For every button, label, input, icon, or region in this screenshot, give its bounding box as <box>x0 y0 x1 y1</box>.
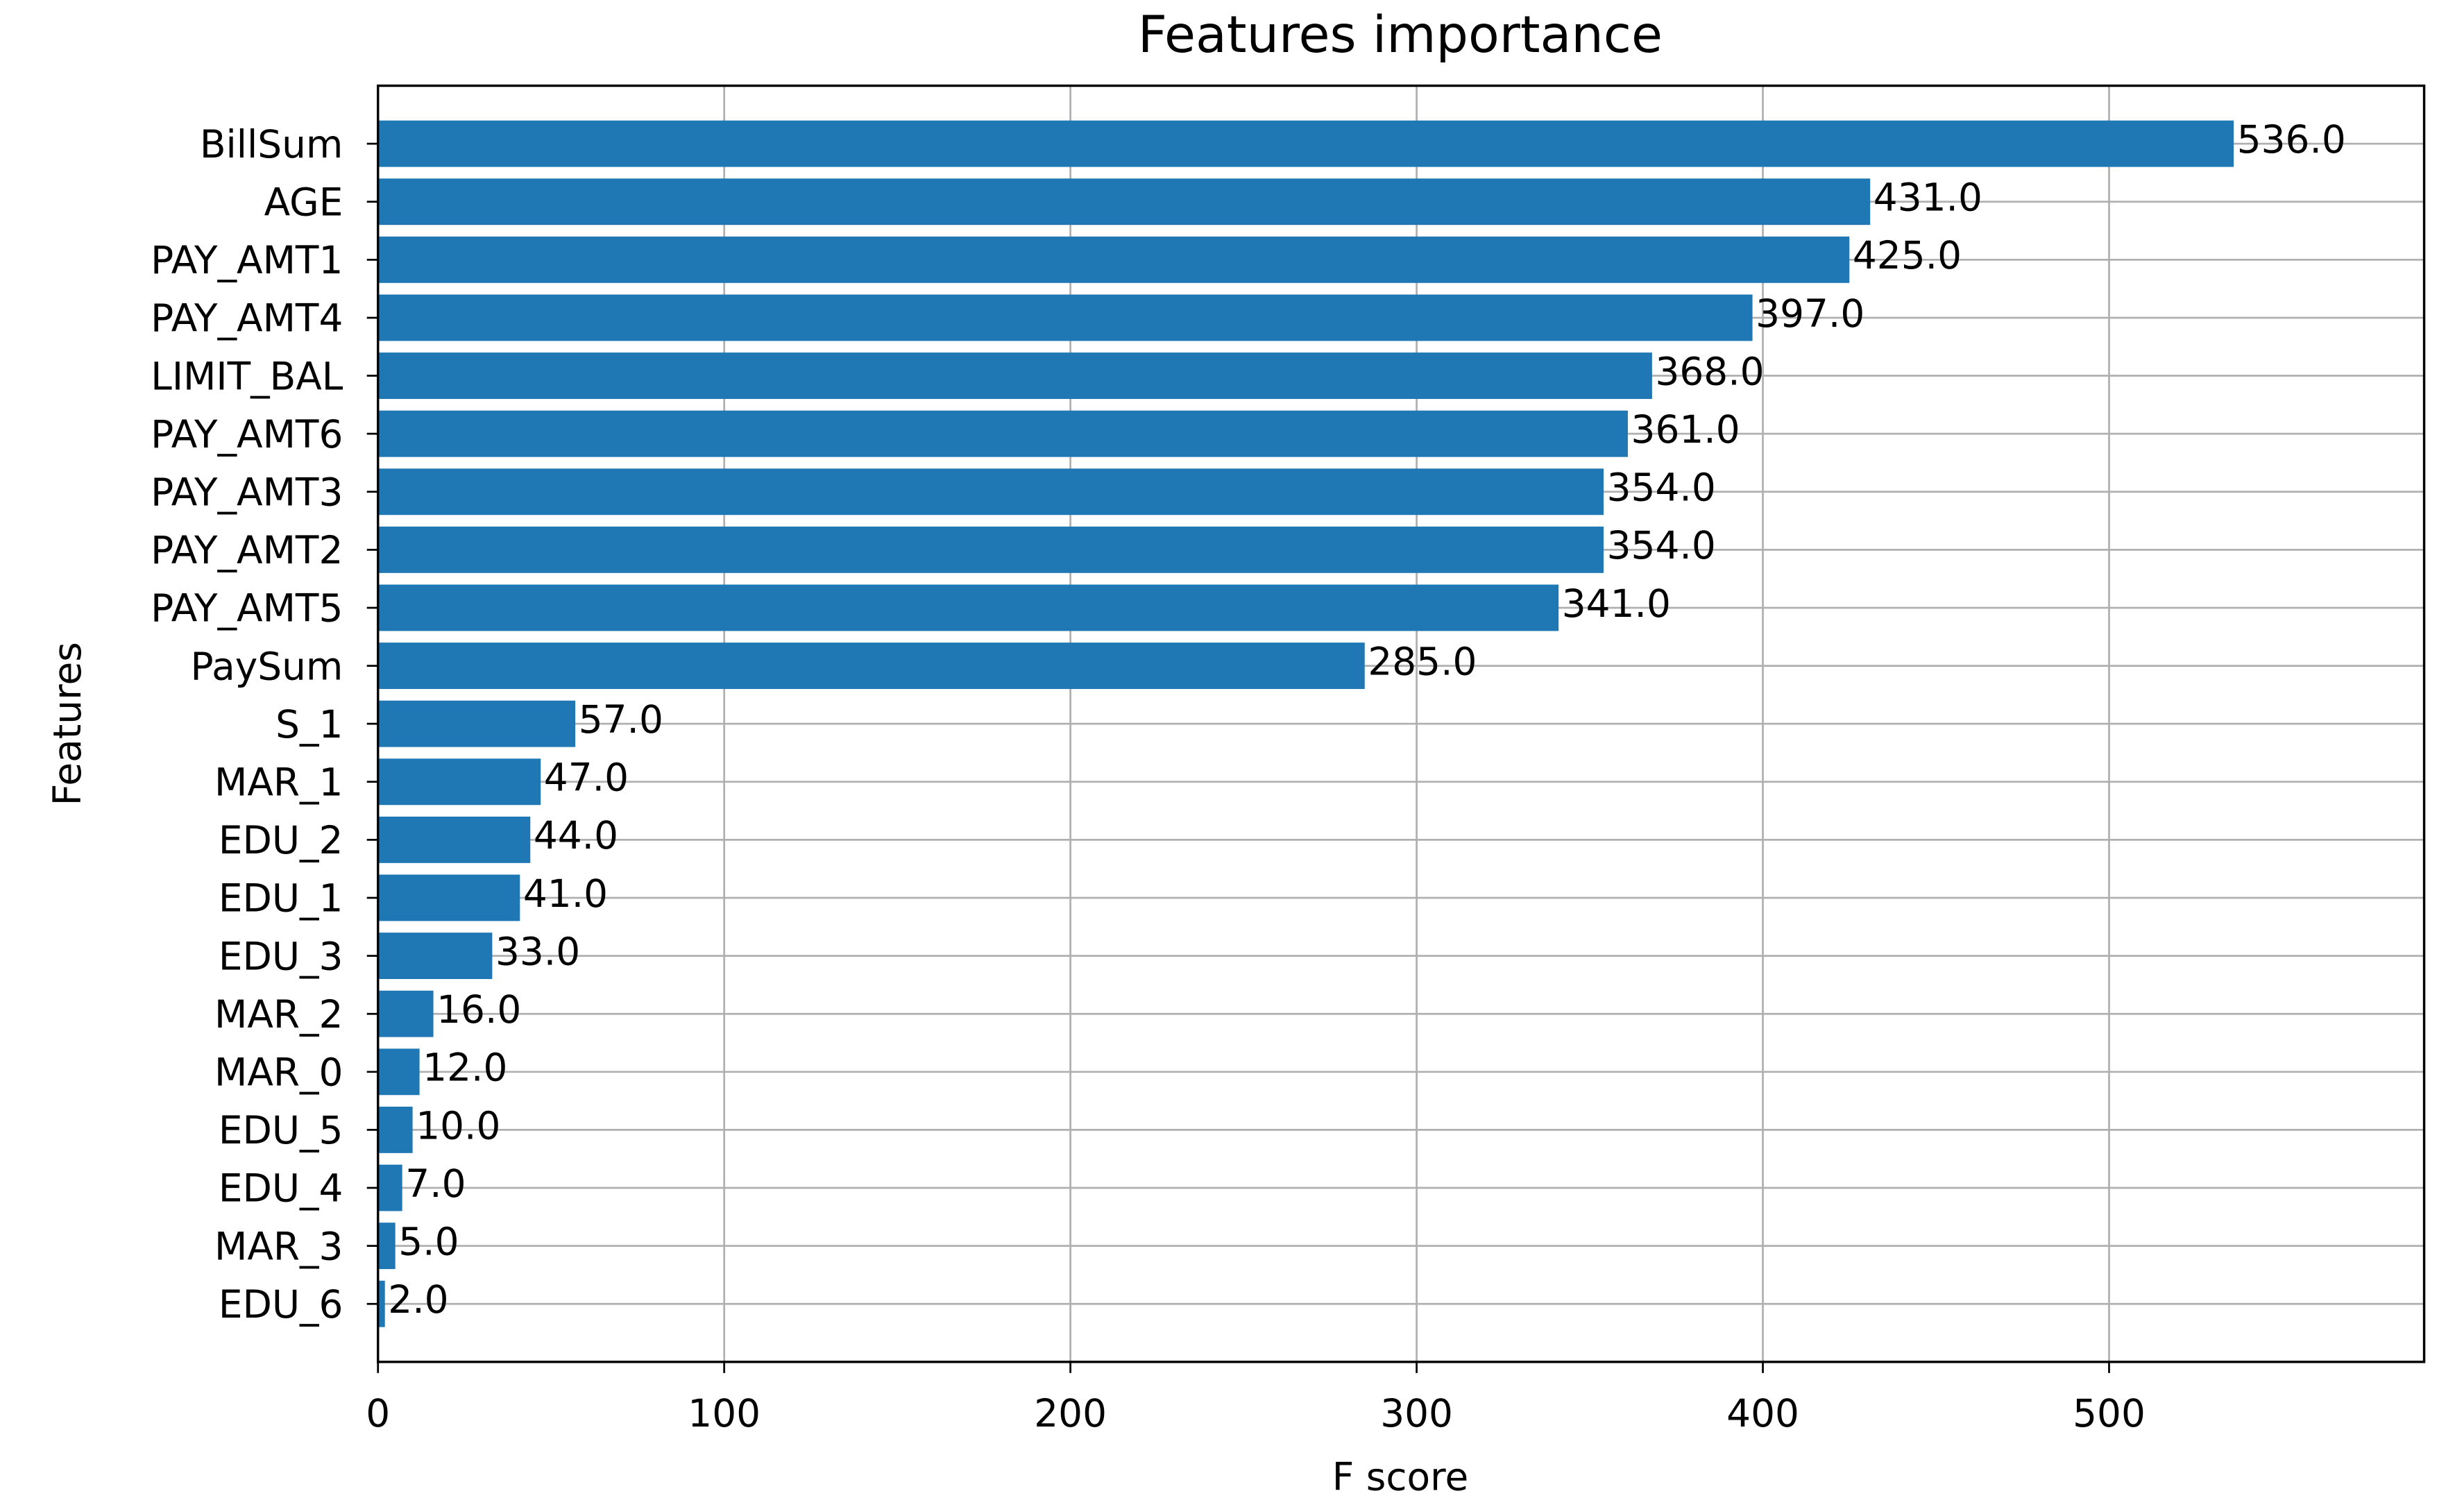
plot <box>377 120 2234 1327</box>
value-label: 341.0 <box>1562 581 1671 626</box>
value-label: 536.0 <box>2237 117 2346 162</box>
x-tick-label: 400 <box>1726 1391 1799 1436</box>
bar <box>377 1106 413 1153</box>
value-label: 368.0 <box>1655 349 1764 393</box>
value-label: 5.0 <box>398 1219 459 1263</box>
bar <box>377 1164 402 1211</box>
bar <box>377 526 1604 573</box>
y-tick-label: EDU_4 <box>219 1166 343 1211</box>
x-tick-label: 0 <box>366 1391 390 1436</box>
x-axis-label: F score <box>1332 1454 1469 1495</box>
x-tick-label: 300 <box>1380 1391 1453 1436</box>
bar <box>377 120 2234 167</box>
y-tick-label: PAY_AMT4 <box>151 296 343 341</box>
value-label: 361.0 <box>1631 407 1740 452</box>
y-axis-label: Features <box>45 642 90 806</box>
y-tick-label: EDU_5 <box>219 1108 343 1152</box>
value-label: 425.0 <box>1853 233 1962 278</box>
value-label: 397.0 <box>1756 291 1864 336</box>
bar <box>377 236 1850 283</box>
value-label: 354.0 <box>1607 466 1716 510</box>
y-tick-label: EDU_1 <box>219 876 343 921</box>
y-tick-label: PaySum <box>191 644 343 688</box>
value-label: 44.0 <box>534 813 618 858</box>
value-label: 10.0 <box>416 1103 500 1148</box>
value-label: 41.0 <box>523 871 608 916</box>
bar <box>377 1280 385 1327</box>
value-label: 2.0 <box>388 1277 448 1322</box>
bar <box>377 1223 396 1270</box>
bar <box>377 642 1365 690</box>
y-tick-label: MAR_2 <box>214 992 343 1037</box>
y-tick-label: AGE <box>264 180 343 224</box>
y-tick-label: PAY_AMT6 <box>151 412 343 457</box>
bar <box>377 584 1559 631</box>
y-tick-label: PAY_AMT5 <box>151 586 343 631</box>
bar <box>377 990 434 1037</box>
bar <box>377 468 1604 516</box>
value-label: 354.0 <box>1607 523 1716 568</box>
bar <box>377 1048 420 1096</box>
y-tick-label: EDU_6 <box>219 1282 343 1327</box>
y-tick-label: EDU_2 <box>219 818 343 862</box>
bar <box>377 352 1652 399</box>
bar <box>377 294 1753 341</box>
bar <box>377 933 493 980</box>
y-tick-label: LIMIT_BAL <box>151 354 343 398</box>
bar <box>377 874 520 921</box>
bar <box>377 816 531 863</box>
y-tick-label: S_1 <box>275 702 343 747</box>
y-tick-label: PAY_AMT2 <box>151 528 343 572</box>
y-tick-label: MAR_0 <box>214 1050 343 1095</box>
y-tick-label: PAY_AMT3 <box>151 470 343 514</box>
value-label: 57.0 <box>579 697 663 742</box>
y-tick-label: MAR_1 <box>214 760 343 805</box>
bar <box>377 700 576 747</box>
value-label: 285.0 <box>1368 639 1477 683</box>
y-tick-label: PAY_AMT1 <box>151 238 343 282</box>
value-label: 16.0 <box>436 987 521 1032</box>
y-tick-label: BillSum <box>200 122 343 167</box>
x-tick-label: 100 <box>688 1391 761 1436</box>
x-tick-label: 500 <box>2073 1391 2146 1436</box>
y-tick-label: EDU_3 <box>219 934 343 978</box>
value-label: 12.0 <box>423 1046 507 1090</box>
value-label: 7.0 <box>405 1161 466 1206</box>
y-tick-label: MAR_3 <box>214 1224 343 1268</box>
bar <box>377 178 1871 225</box>
value-label: 47.0 <box>544 756 629 800</box>
value-label: 431.0 <box>1874 176 1982 220</box>
bar <box>377 758 541 806</box>
x-tick-label: 200 <box>1034 1391 1107 1436</box>
bar <box>377 410 1628 457</box>
value-label: 33.0 <box>495 929 580 973</box>
chart-title: Features importance <box>1138 6 1663 65</box>
